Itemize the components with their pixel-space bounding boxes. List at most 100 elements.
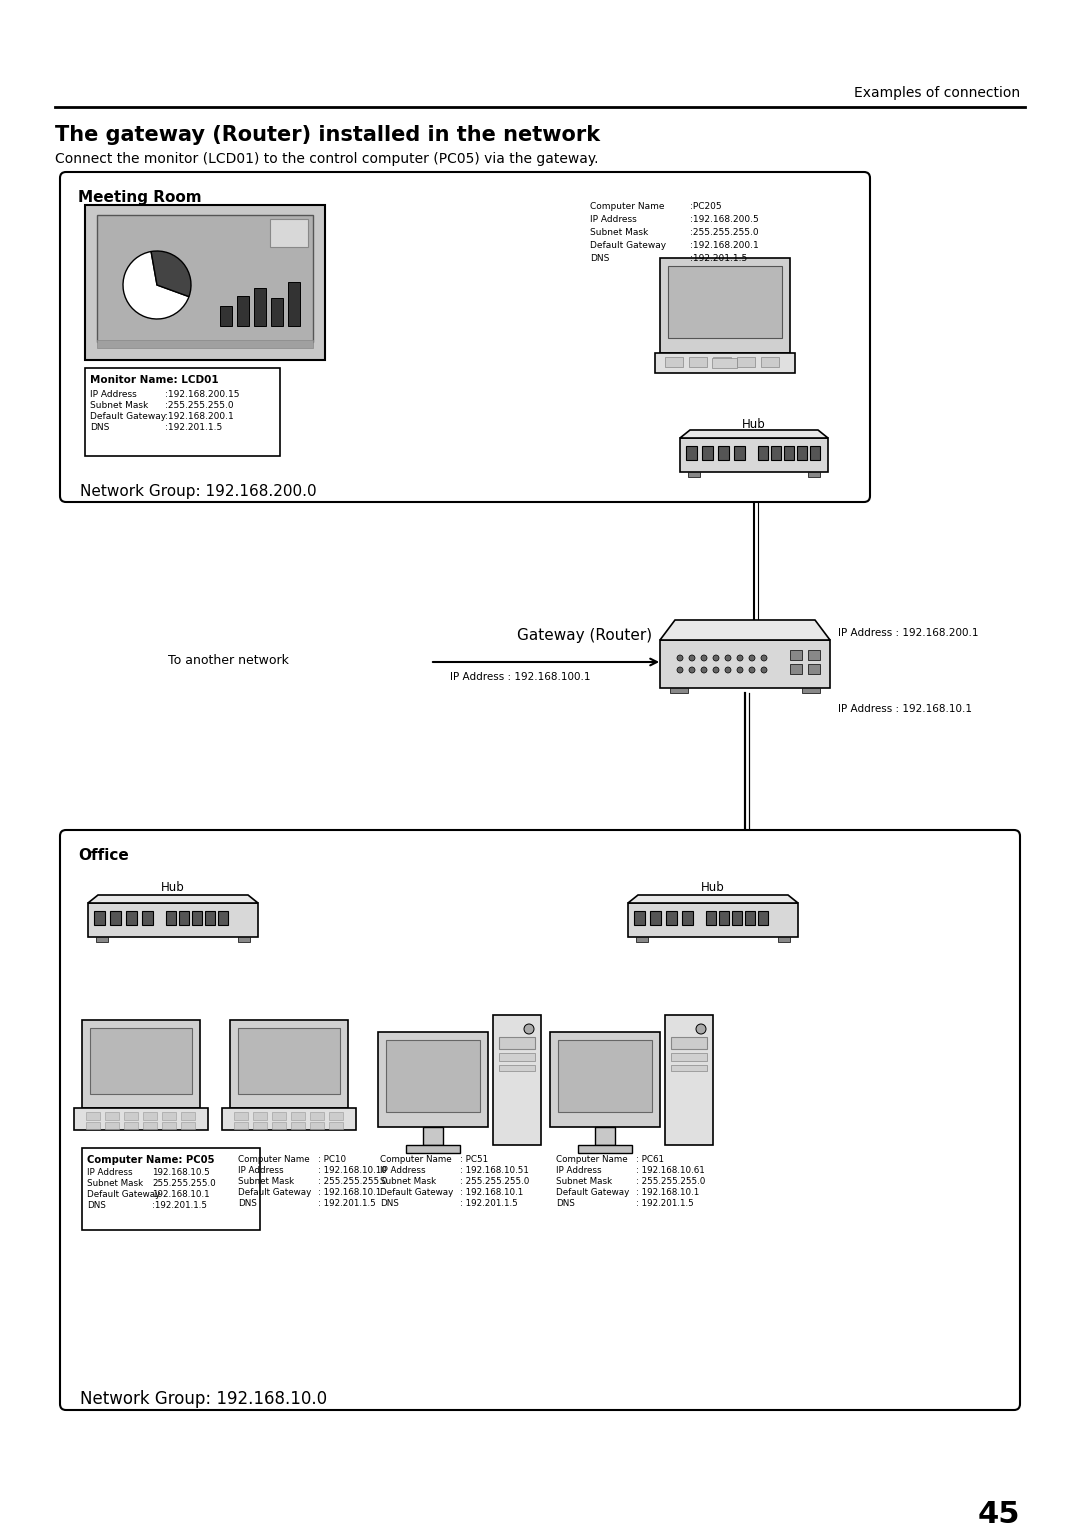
Text: :192.168.200.5: :192.168.200.5 [690,216,759,225]
Bar [784,446,794,460]
Bar [669,266,782,338]
Circle shape [713,654,719,661]
Bar [499,1037,535,1049]
Bar [205,911,215,925]
Text: Monitor Name: LCD01: Monitor Name: LCD01 [90,375,218,385]
Bar [253,1112,267,1121]
Bar [627,904,798,937]
Text: : 192.168.10.51: : 192.168.10.51 [460,1167,529,1174]
Bar [288,281,300,326]
Text: : 192.168.10.61: : 192.168.10.61 [636,1167,705,1174]
Text: Subnet Mask: Subnet Mask [380,1177,436,1187]
Bar [758,446,768,460]
Bar [291,1112,305,1121]
Bar [124,1112,138,1121]
Circle shape [750,654,755,661]
Text: Default Gateway: Default Gateway [556,1188,630,1197]
Bar [665,1015,713,1145]
Text: IP Address: IP Address [556,1167,602,1174]
FancyBboxPatch shape [60,171,870,502]
Text: : 192.168.10.1: : 192.168.10.1 [636,1188,699,1197]
Text: DNS: DNS [380,1199,399,1208]
Bar [220,306,232,326]
Bar [329,1122,343,1128]
Text: Computer Name: PC05: Computer Name: PC05 [87,1154,215,1165]
Bar [665,356,683,367]
Circle shape [725,654,731,661]
Bar [423,1127,443,1145]
Bar [702,446,713,460]
Bar [237,297,249,326]
Bar [310,1122,324,1128]
Text: :255.255.255.0: :255.255.255.0 [165,401,233,410]
FancyBboxPatch shape [60,830,1020,1410]
Bar [578,1145,632,1153]
Bar [85,368,280,456]
Text: IP Address : 192.168.10.1: IP Address : 192.168.10.1 [838,703,972,714]
Bar [499,1053,535,1061]
Text: : 192.201.1.5: : 192.201.1.5 [318,1199,376,1208]
Bar [143,1112,157,1121]
Text: : PC61: : PC61 [636,1154,664,1164]
Bar [654,353,795,373]
Bar [234,1122,248,1128]
Bar [634,911,645,925]
Text: DNS: DNS [590,254,609,263]
Polygon shape [627,894,798,904]
Bar [238,937,249,942]
Bar [706,911,716,925]
Bar [192,911,202,925]
Text: DNS: DNS [90,424,109,433]
Bar [253,1122,267,1128]
Text: Computer Name: Computer Name [380,1154,451,1164]
Text: Computer Name: Computer Name [238,1154,310,1164]
Bar [802,688,820,693]
Bar [636,937,648,942]
Bar [143,1122,157,1128]
Bar [162,1122,176,1128]
Bar [162,1112,176,1121]
Bar [670,688,688,693]
Bar [660,258,789,353]
Text: Examples of connection: Examples of connection [854,86,1020,99]
Polygon shape [660,619,831,641]
Bar [96,937,108,942]
Text: Office: Office [78,849,129,862]
Bar [166,911,176,925]
Bar [181,1112,195,1121]
Bar [181,1122,195,1128]
Bar [270,219,308,248]
Polygon shape [680,430,828,437]
Text: DNS: DNS [87,1200,106,1209]
Circle shape [761,654,767,661]
Bar [797,446,807,460]
Text: : 192.168.10.1: : 192.168.10.1 [318,1188,381,1197]
Text: Network Group: 192.168.200.0: Network Group: 192.168.200.0 [80,485,316,498]
Polygon shape [87,894,258,904]
Bar [712,358,737,368]
Text: To another network: To another network [168,654,288,667]
Text: IP Address: IP Address [238,1167,284,1174]
Text: DNS: DNS [238,1199,257,1208]
Text: Hub: Hub [161,881,185,894]
Text: : 192.201.1.5: : 192.201.1.5 [636,1199,693,1208]
Circle shape [677,667,683,673]
Text: Default Gateway: Default Gateway [590,242,666,251]
Text: : 192.168.10.10: : 192.168.10.10 [318,1167,387,1174]
Bar [758,911,768,925]
Text: : 255.255.255.0: : 255.255.255.0 [636,1177,705,1187]
Bar [124,1122,138,1128]
Text: : PC51: : PC51 [460,1154,488,1164]
Bar [86,1122,100,1128]
Circle shape [737,654,743,661]
Text: : PC10: : PC10 [318,1154,346,1164]
Bar [105,1112,119,1121]
Circle shape [689,654,696,661]
Text: Hub: Hub [742,417,766,431]
Text: :192.168.200.1: :192.168.200.1 [690,242,759,251]
Bar [650,911,661,925]
Bar [82,1020,200,1109]
Text: :192.201.1.5: :192.201.1.5 [690,254,747,263]
Bar [378,1032,488,1127]
Text: : 255.255.255.0: : 255.255.255.0 [318,1177,388,1187]
